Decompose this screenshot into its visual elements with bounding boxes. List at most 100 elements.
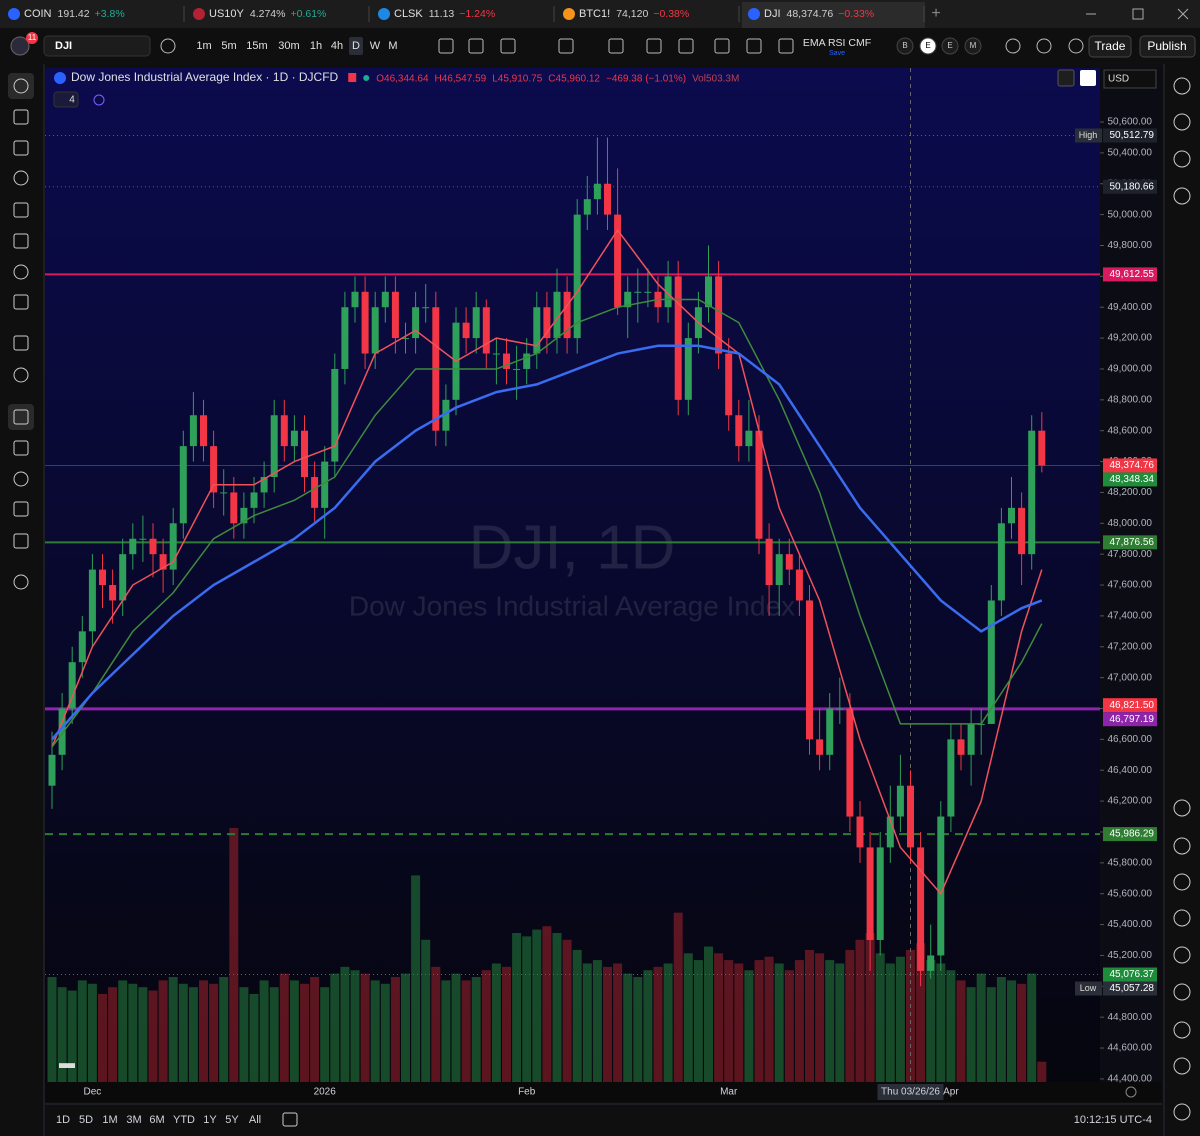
toolbar-icon[interactable]: [1005, 38, 1021, 54]
interval-button[interactable]: 4h: [331, 40, 343, 52]
tab-symbol[interactable]: US10Y: [209, 8, 245, 20]
sidebar-icon[interactable]: [1173, 837, 1191, 855]
trade-button[interactable]: [1088, 35, 1132, 58]
close[interactable]: [1177, 8, 1189, 20]
sidebar-icon[interactable]: [1173, 1103, 1191, 1121]
maximize[interactable]: [1132, 8, 1144, 20]
toggle-circle[interactable]: [896, 37, 914, 55]
sidebar-icon[interactable]: [1173, 909, 1191, 927]
tool-icon[interactable]: [13, 574, 29, 590]
toolbar-icon[interactable]: [1068, 38, 1084, 54]
toggle-circle[interactable]: [964, 37, 982, 55]
sidebar-icon[interactable]: [1173, 799, 1191, 817]
range-button[interactable]: 1D: [56, 1114, 70, 1126]
reset-button[interactable]: [1080, 70, 1096, 86]
sidebar-icon[interactable]: [1173, 873, 1191, 891]
sidebar-icon[interactable]: [1173, 113, 1191, 131]
tool-icon[interactable]: [13, 264, 29, 280]
tool-icon[interactable]: [13, 233, 29, 249]
toolbar-icon[interactable]: [468, 38, 484, 54]
tool-icon[interactable]: [13, 471, 29, 487]
candle-body: [543, 307, 551, 339]
tab-symbol[interactable]: COIN: [24, 8, 52, 20]
volume-bar: [603, 966, 612, 1082]
toolbar-icon[interactable]: [678, 38, 694, 54]
toolbar-icon[interactable]: [1036, 38, 1052, 54]
tool-icon[interactable]: [13, 294, 29, 310]
interval-button[interactable]: 1m: [196, 40, 211, 52]
tool-icon[interactable]: [13, 78, 29, 94]
range-button[interactable]: 3M: [126, 1114, 141, 1126]
toolbar-icon[interactable]: [714, 38, 730, 54]
toolbar-icon[interactable]: [438, 38, 454, 54]
toggle-circle[interactable]: [919, 37, 937, 55]
toolbar-icon[interactable]: [746, 38, 762, 54]
currency-box[interactable]: [1103, 69, 1157, 89]
publish-button[interactable]: [1139, 35, 1196, 58]
range-button[interactable]: All: [249, 1114, 261, 1126]
range-button[interactable]: YTD: [173, 1114, 195, 1126]
volume-bar: [451, 973, 461, 1082]
interval-button[interactable]: M: [388, 40, 397, 52]
range-button[interactable]: 1M: [102, 1114, 117, 1126]
tool-icon[interactable]: [13, 335, 29, 351]
tool-icon[interactable]: [13, 440, 29, 456]
range-button[interactable]: 5Y: [225, 1114, 239, 1126]
candle-body: [513, 368, 521, 370]
price-label-bg: [1103, 698, 1157, 713]
sidebar-icon[interactable]: [1173, 1057, 1191, 1075]
indicators[interactable]: EMA RSI CMF: [803, 37, 871, 49]
range-button[interactable]: 6M: [149, 1114, 164, 1126]
tool-icon[interactable]: [13, 367, 29, 383]
toolbar-icon[interactable]: [778, 38, 794, 54]
tool-icon[interactable]: [13, 533, 29, 549]
interval-button[interactable]: W: [370, 40, 381, 52]
tool-icon[interactable]: [13, 109, 29, 125]
new-tab[interactable]: +: [931, 5, 940, 22]
candle-body: [1008, 507, 1015, 524]
toggle-circle[interactable]: [941, 37, 959, 55]
toolbar-icon[interactable]: [608, 38, 624, 54]
tool-icon[interactable]: [13, 170, 29, 186]
tool-icon[interactable]: [13, 501, 29, 517]
sidebar-icon[interactable]: [1173, 946, 1191, 964]
interval-button[interactable]: 5m: [221, 40, 236, 52]
sidebar-icon[interactable]: [1173, 1021, 1191, 1039]
candle-body: [836, 708, 844, 710]
interval-button[interactable]: D: [352, 40, 360, 52]
settings-icon[interactable]: [1125, 1086, 1137, 1098]
sidebar-icon[interactable]: [1173, 187, 1191, 205]
save-label[interactable]: Save: [829, 50, 845, 57]
tab-change: −0.38%: [653, 8, 689, 20]
trade-label: Trade: [1095, 39, 1126, 53]
add-symbol[interactable]: [160, 38, 176, 54]
legend-sync[interactable]: [93, 94, 105, 106]
tab-symbol[interactable]: BTC1!: [579, 8, 610, 20]
tool-icon[interactable]: [13, 409, 29, 425]
symbol-input[interactable]: DJI: [55, 40, 72, 52]
tab-symbol[interactable]: CLSK: [394, 8, 423, 20]
tool-icon[interactable]: [13, 202, 29, 218]
legend-collapse[interactable]: [53, 91, 79, 108]
tab-change: +0.61%: [290, 8, 326, 20]
scroll-button[interactable]: [1057, 69, 1075, 87]
sidebar-icon[interactable]: [1173, 150, 1191, 168]
tool-icon[interactable]: [13, 140, 29, 156]
toolbar-icon[interactable]: [558, 38, 574, 54]
interval-button[interactable]: 15m: [246, 40, 267, 52]
sidebar-icon[interactable]: [1173, 983, 1191, 1001]
interval-button[interactable]: 1h: [310, 40, 322, 52]
toolbar-icon[interactable]: [500, 38, 516, 54]
y-tick-label: 44,800.00: [1108, 1012, 1153, 1023]
calendar-icon[interactable]: [282, 1112, 298, 1127]
range-button[interactable]: 5D: [79, 1114, 93, 1126]
range-button[interactable]: 1Y: [203, 1114, 217, 1126]
volume-bar: [431, 966, 441, 1082]
symbol-search[interactable]: [43, 35, 151, 57]
tab-symbol[interactable]: DJI: [764, 8, 781, 20]
toolbar-icon[interactable]: [646, 38, 662, 54]
interval-button[interactable]: 30m: [278, 40, 299, 52]
tab-icon: [378, 8, 390, 20]
candle-body: [462, 322, 470, 339]
sidebar-icon[interactable]: [1173, 77, 1191, 95]
